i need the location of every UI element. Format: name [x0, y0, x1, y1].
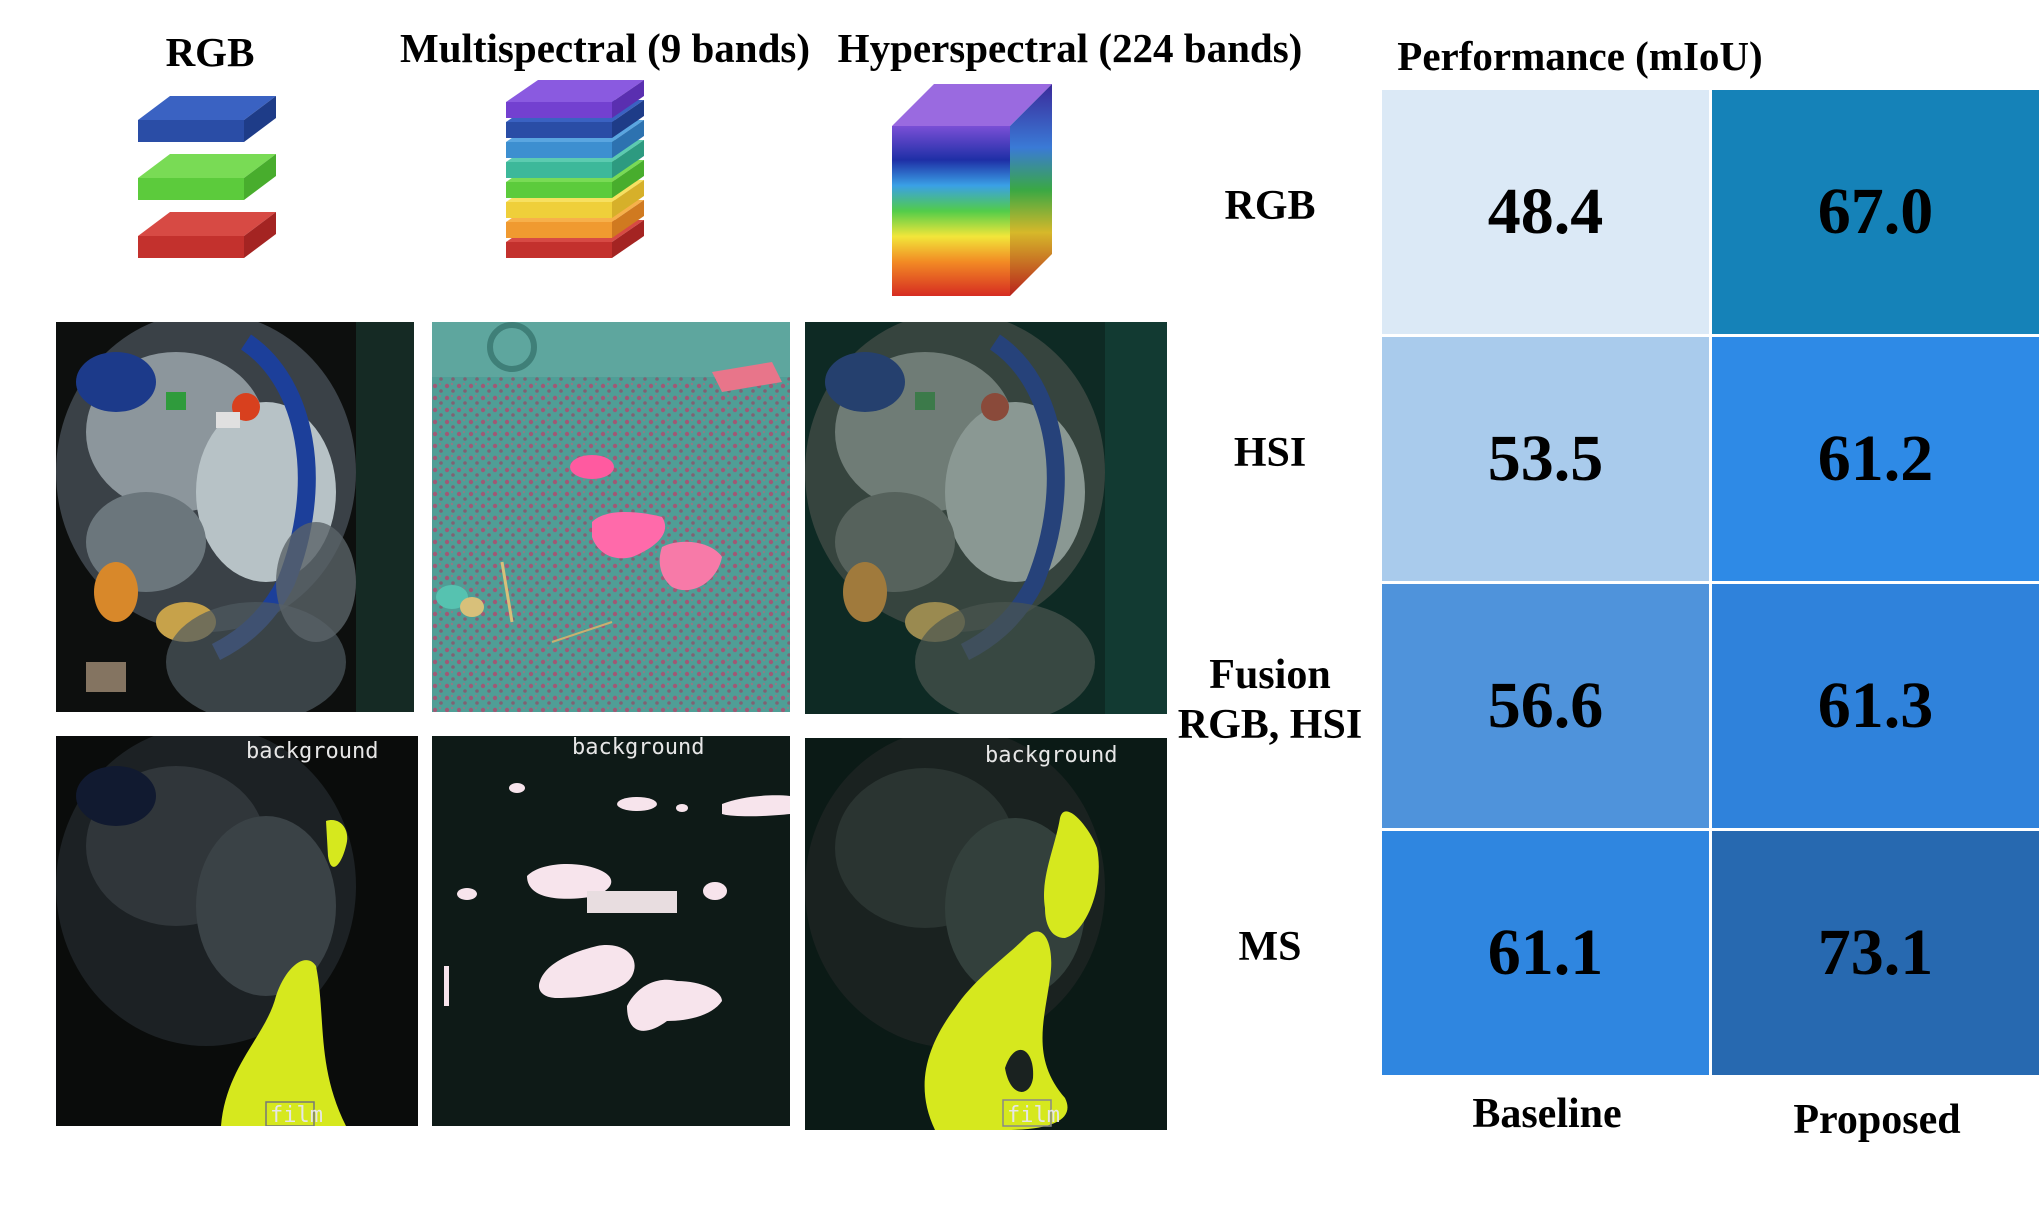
stacked-rgb-layers-icon: [138, 96, 276, 258]
heatmap-value-label: 61.2: [1817, 422, 1934, 495]
mask-label-film: film: [1007, 1103, 1060, 1128]
performance-heatmap: Performance (mIoU) 48.4 67.0 53.5 61.2 56.6 61…: [1160, 30, 2039, 1143]
heatmap-row-label-line: MS: [1238, 923, 1302, 970]
chart-title: Performance (mIoU): [1397, 33, 1763, 79]
header-hyperspectral: Hyperspectral (224 bands): [837, 25, 1303, 71]
stacked-multispectral-layers-icon: [506, 80, 644, 258]
mask-label-background: background: [246, 739, 378, 764]
heatmap-value-label: 53.5: [1487, 422, 1604, 495]
header-rgb: RGB: [165, 29, 255, 75]
heatmap-row-label: Fusion RGB, HSI: [1170, 650, 1370, 750]
header-multispectral: Multispectral (9 bands): [400, 25, 810, 71]
heatmap-cell: 48.4: [1382, 90, 1709, 334]
rgb-input-image: [56, 322, 414, 712]
heatmap-cell: 67.0: [1712, 90, 2039, 334]
heatmap-row-label-line: HSI: [1233, 429, 1307, 476]
heatmap-cell: 61.3: [1712, 584, 2039, 828]
heatmap-cell: 53.5: [1382, 337, 1709, 581]
multispectral-segmentation-mask: background: [432, 736, 790, 1126]
heatmap-column-label: Baseline: [1472, 1091, 1622, 1137]
mask-label-background: background: [985, 743, 1117, 768]
heatmap-row-label-line: RGB: [1224, 182, 1316, 229]
heatmap-value-label: 61.1: [1487, 916, 1604, 989]
hyperspectral-input-image: [805, 322, 1167, 714]
heatmap-value-label: 73.1: [1817, 916, 1934, 989]
heatmap-row-label: HSI: [1170, 428, 1370, 478]
heatmap-row-label: MS: [1170, 922, 1370, 972]
multispectral-input-image: [432, 322, 790, 712]
heatmap-cell: 56.6: [1382, 584, 1709, 828]
heatmap-cell: 73.1: [1712, 831, 2039, 1075]
heatmap-row-label-line: Fusion: [1209, 651, 1331, 698]
heatmap-value-label: 56.6: [1487, 669, 1604, 742]
heatmap-cell: 61.2: [1712, 337, 2039, 581]
heatmap-value-label: 48.4: [1487, 175, 1604, 248]
heatmap-row-label: RGB: [1170, 181, 1370, 231]
heatmap-value-label: 61.3: [1817, 669, 1934, 742]
heatmap-cell: 61.1: [1382, 831, 1709, 1075]
mask-label-background: background: [572, 736, 704, 760]
heatmap-row-label-line: RGB, HSI: [1177, 701, 1363, 748]
rgb-segmentation-mask: background film: [56, 736, 418, 1126]
hyperspectral-cube-icon: [892, 84, 1052, 296]
heatmap-column-label: Proposed: [1793, 1097, 1961, 1143]
hyperspectral-segmentation-mask: background film: [805, 738, 1167, 1130]
heatmap-value-label: 67.0: [1817, 175, 1934, 248]
mask-label-film: film: [270, 1103, 323, 1126]
